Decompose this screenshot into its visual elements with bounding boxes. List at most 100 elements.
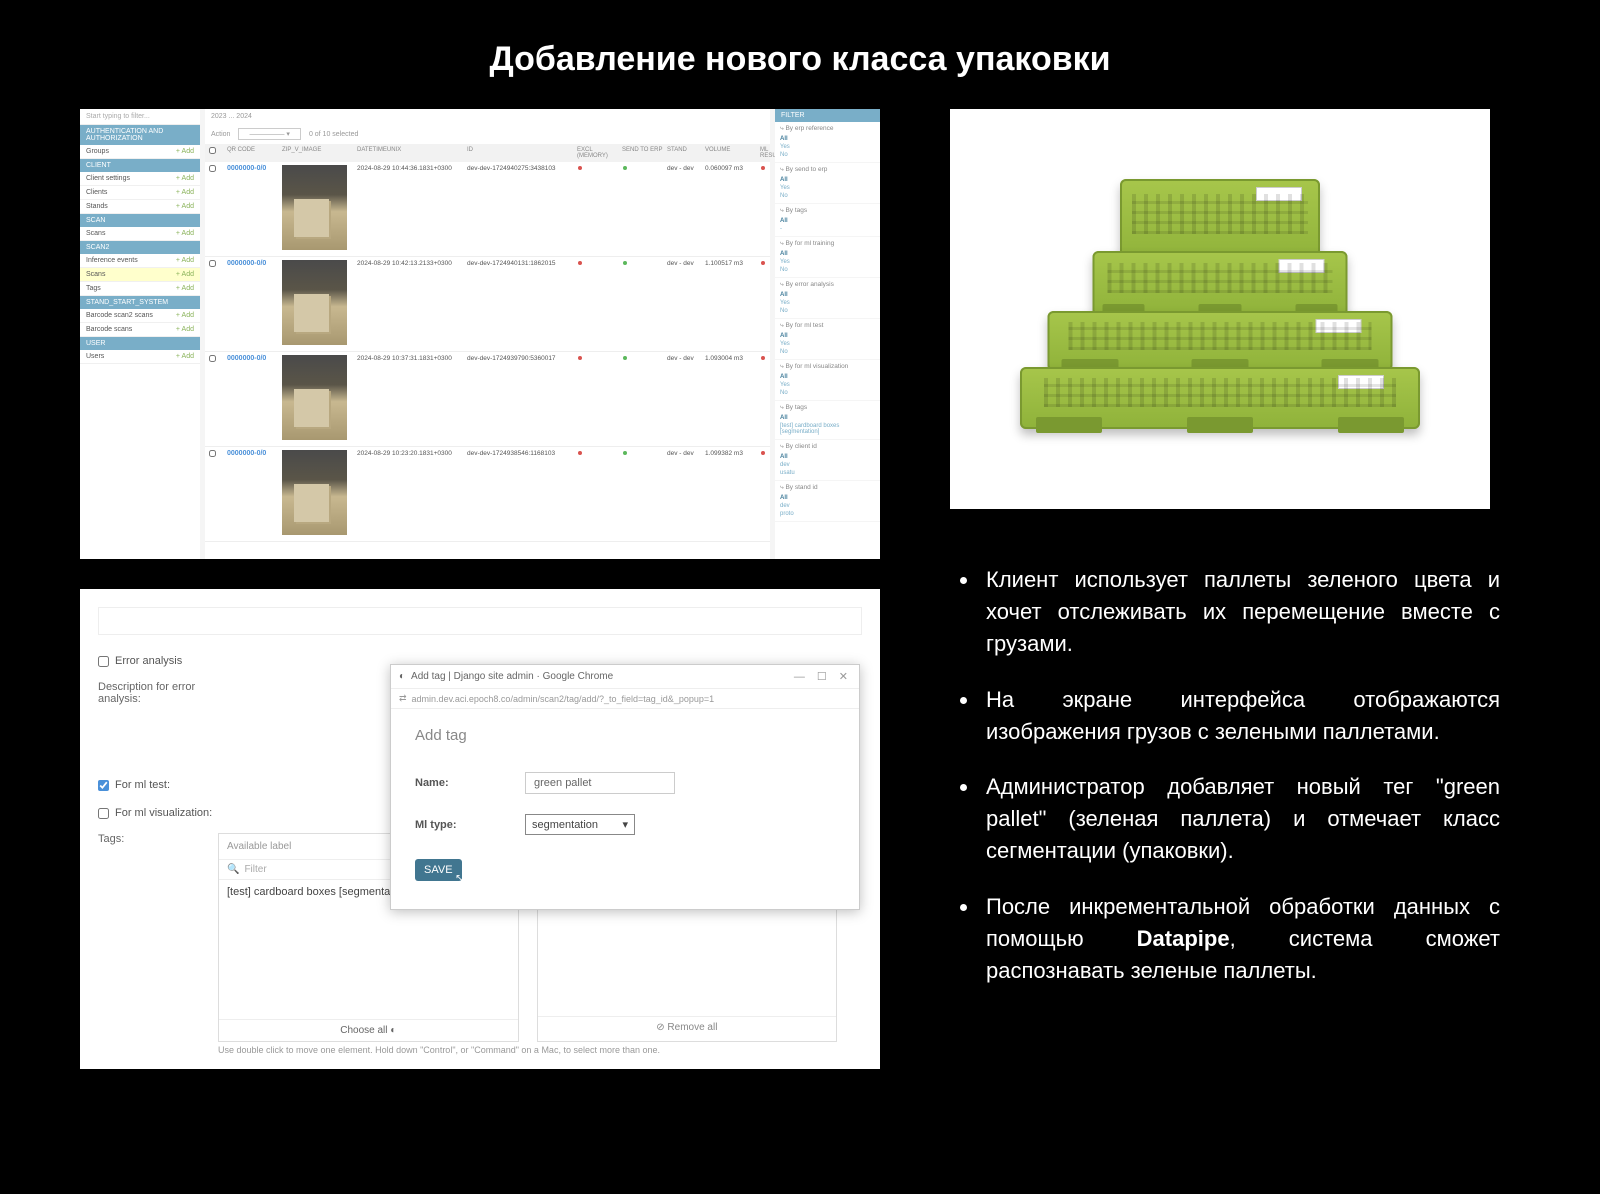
name-input[interactable]: green pallet — [525, 772, 675, 794]
slide-title: Добавление нового класса упаковки — [80, 40, 1520, 79]
add-icon[interactable]: + Add — [176, 175, 194, 182]
sidebar-item-stands[interactable]: Stands+ Add — [80, 200, 200, 214]
row-datetime: 2024-08-29 10:37:31.1831+0300 — [357, 355, 467, 362]
filter-option[interactable]: All — [780, 332, 875, 340]
date-range: 2023 ... 2024 — [211, 113, 252, 120]
minimize-icon[interactable]: — — [791, 671, 808, 683]
sidebar-search[interactable]: Start typing to filter... — [80, 109, 200, 125]
filter-option[interactable]: Yes — [780, 258, 875, 266]
filter-option[interactable]: [test] cardboard boxes [segmentation] — [780, 422, 875, 436]
filter-option[interactable]: Yes — [780, 340, 875, 348]
sidebar-item-scan2-scans[interactable]: Scans+ Add — [80, 268, 200, 282]
maximize-icon[interactable]: ☐ — [814, 670, 830, 683]
filter-group: ⤷ By stand idAlldevproto — [775, 481, 880, 522]
qr-link[interactable]: 0000000-0/0 — [227, 450, 282, 457]
filter-option[interactable]: All — [780, 373, 875, 381]
row-stand: dev - dev — [667, 260, 705, 267]
filter-group-title: ⤷ By for ml visualization — [780, 363, 875, 371]
filter-option[interactable]: All — [780, 250, 875, 258]
erp-indicator — [622, 355, 667, 362]
sidebar-item-barcode-events[interactable]: Barcode scan2 scans+ Add — [80, 309, 200, 323]
filter-option[interactable]: All — [780, 291, 875, 299]
sidebar-item-inference[interactable]: Inference events+ Add — [80, 254, 200, 268]
filter-option[interactable]: Yes — [780, 184, 875, 192]
mltype-select[interactable]: segmentation ▾ — [525, 814, 635, 835]
filter-option[interactable]: No — [780, 192, 875, 200]
filter-option[interactable]: Yes — [780, 299, 875, 307]
table-row[interactable]: 0000000-0/02024-08-29 10:23:20.1831+0300… — [205, 447, 770, 542]
row-checkbox[interactable] — [209, 450, 216, 457]
add-icon[interactable]: + Add — [176, 285, 194, 292]
table-row[interactable]: 0000000-0/0 2024-08-29 10:37:31.1831+0300… — [205, 352, 770, 447]
add-icon[interactable]: + Add — [176, 326, 194, 333]
filter-option[interactable]: No — [780, 389, 875, 397]
row-checkbox[interactable] — [209, 260, 216, 267]
qr-link[interactable]: 0000000-0/0 — [227, 260, 282, 267]
filter-group: ⤷ By tagsAll[test] cardboard boxes [segm… — [775, 401, 880, 440]
row-stand: dev - dev — [667, 450, 705, 457]
choose-all-button[interactable]: Choose all ◐ — [219, 1019, 518, 1041]
filter-option[interactable]: usatu — [780, 469, 875, 477]
add-icon[interactable]: + Add — [176, 257, 194, 264]
add-icon[interactable]: + Add — [176, 203, 194, 210]
filter-option[interactable]: All — [780, 414, 875, 422]
filter-option[interactable]: No — [780, 266, 875, 274]
filter-option[interactable]: proto — [780, 510, 875, 518]
row-checkbox[interactable] — [209, 355, 216, 362]
remove-all-button[interactable]: ⊘ Remove all — [538, 1016, 837, 1038]
tags-label: Tags: — [98, 833, 198, 1055]
filter-group-title: ⤷ By error analysis — [780, 281, 875, 289]
filter-option[interactable]: dev — [780, 502, 875, 510]
sidebar-item-barcode-scans[interactable]: Barcode scans+ Add — [80, 323, 200, 337]
row-image — [282, 165, 347, 250]
filter-option[interactable]: No — [780, 348, 875, 356]
table-row[interactable]: 0000000-0/0 2024-08-29 10:42:13.2133+0300… — [205, 257, 770, 352]
close-icon[interactable]: ✕ — [836, 670, 851, 683]
save-button[interactable]: SAVE ↖ — [415, 859, 462, 881]
sidebar-item-client-settings[interactable]: Client settings+ Add — [80, 172, 200, 186]
filter-option[interactable]: No — [780, 151, 875, 159]
popup-title: Add tag | Django site admin · Google Chr… — [411, 671, 613, 682]
admin-sidebar: Start typing to filter... AUTHENTICATION… — [80, 109, 200, 559]
sidebar-item-users[interactable]: Users+ Add — [80, 350, 200, 364]
sidebar-item-clients[interactable]: Clients+ Add — [80, 186, 200, 200]
sidebar-item-groups[interactable]: Groups+ Add — [80, 145, 200, 159]
table-row[interactable]: 0000000-0/02024-08-29 10:44:36.1831+0300… — [205, 162, 770, 257]
filter-option[interactable]: All — [780, 494, 875, 502]
row-datetime: 2024-08-29 10:42:13.2133+0300 — [357, 260, 467, 267]
qr-link[interactable]: 0000000-0/0 — [227, 355, 282, 362]
filter-option[interactable]: All — [780, 453, 875, 461]
filter-group: ⤷ By for ml trainingAllYesNo — [775, 237, 880, 278]
add-icon[interactable]: + Add — [176, 271, 194, 278]
add-icon[interactable]: + Add — [176, 353, 194, 360]
filter-option[interactable]: All — [780, 176, 875, 184]
qr-link[interactable]: 0000000-0/0 — [227, 165, 282, 172]
sidebar-section-scan: SCAN — [80, 214, 200, 227]
filter-option[interactable]: - — [780, 225, 875, 233]
filter-group: ⤷ By tagsAll- — [775, 204, 880, 237]
row-checkbox[interactable] — [209, 165, 216, 172]
sidebar-item-tags[interactable]: Tags+ Add — [80, 282, 200, 296]
search-icon: 🔍 — [227, 864, 239, 875]
add-tag-popup: ◐ Add tag | Django site admin · Google C… — [390, 664, 860, 910]
cursor-icon: ↖ — [455, 873, 463, 884]
add-icon[interactable]: + Add — [176, 189, 194, 196]
filter-option[interactable]: No — [780, 307, 875, 315]
select-all-checkbox[interactable] — [209, 147, 216, 154]
filter-option[interactable]: Yes — [780, 381, 875, 389]
table-body: 0000000-0/02024-08-29 10:44:36.1831+0300… — [205, 162, 770, 542]
admin-list-screenshot: Start typing to filter... AUTHENTICATION… — [80, 109, 880, 559]
admin-action-bar: Action ————— ▾ 0 of 10 selected — [205, 124, 770, 144]
sidebar-item-scans[interactable]: Scans+ Add — [80, 227, 200, 241]
filter-option[interactable]: Yes — [780, 143, 875, 151]
bullet-list: Клиент использует паллеты зеленого цвета… — [980, 564, 1500, 987]
name-label: Name: — [415, 777, 505, 789]
add-icon[interactable]: + Add — [176, 148, 194, 155]
filter-option[interactable]: dev — [780, 461, 875, 469]
add-icon[interactable]: + Add — [176, 230, 194, 237]
excl-indicator — [577, 450, 622, 457]
filter-option[interactable]: All — [780, 217, 875, 225]
add-icon[interactable]: + Add — [176, 312, 194, 319]
sidebar-section-client: CLIENT — [80, 159, 200, 172]
filter-option[interactable]: All — [780, 135, 875, 143]
